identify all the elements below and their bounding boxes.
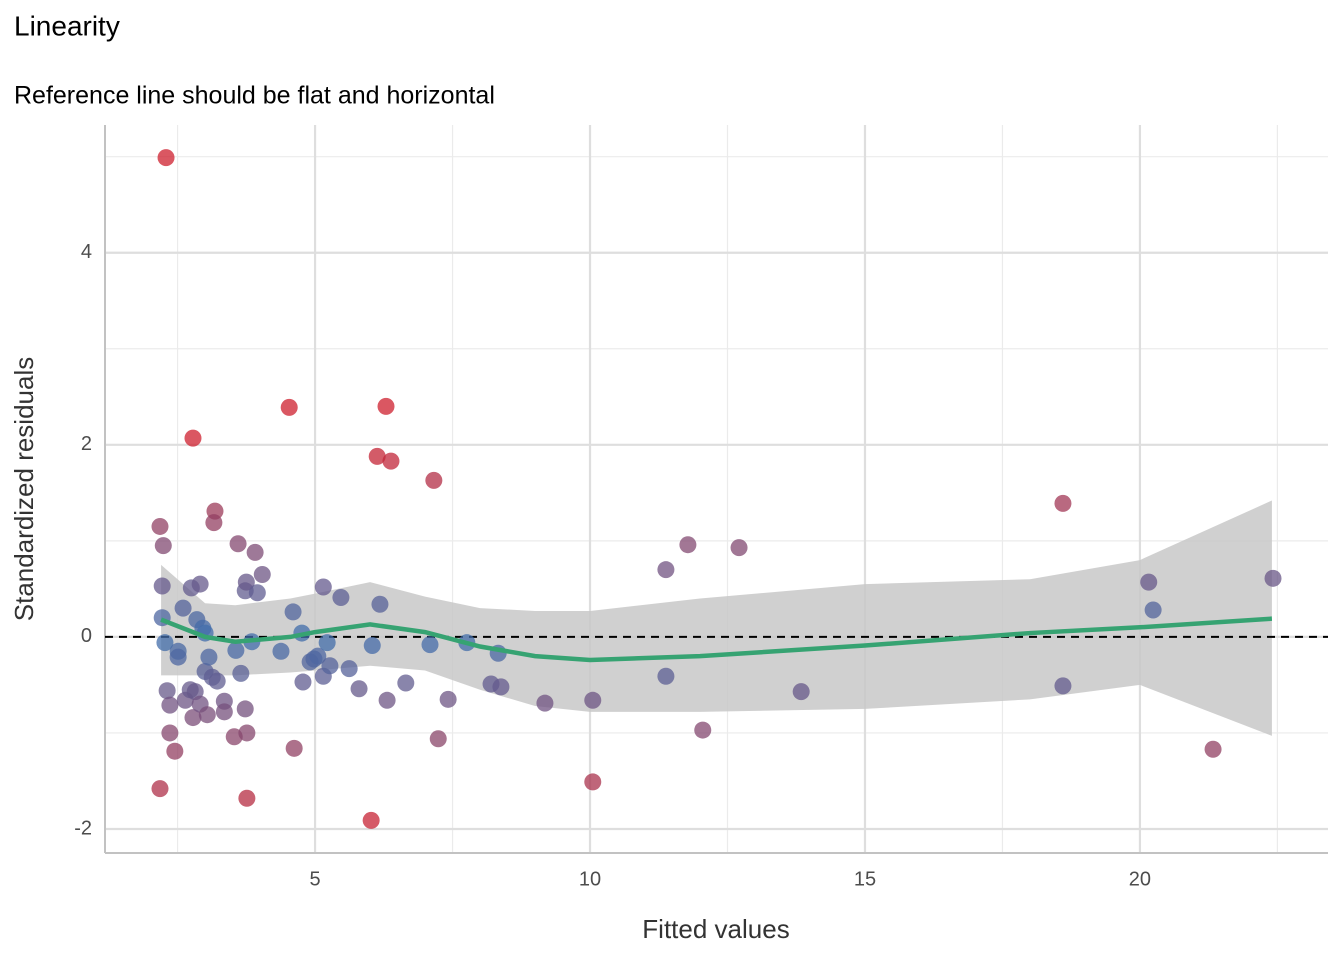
point	[246, 543, 264, 561]
point	[318, 634, 336, 652]
point	[229, 535, 247, 553]
point	[1144, 601, 1162, 619]
point	[154, 537, 172, 555]
point	[253, 565, 271, 583]
point	[425, 471, 443, 489]
point	[184, 429, 202, 447]
point	[157, 149, 175, 167]
y-axis-title: Standardized residuals	[9, 357, 39, 622]
smooth-line	[160, 616, 1273, 663]
point	[238, 724, 256, 742]
point	[314, 578, 332, 596]
point	[439, 690, 457, 708]
y-tick-label: 0	[81, 625, 92, 647]
point	[368, 447, 386, 465]
point	[584, 773, 602, 791]
point	[429, 730, 447, 748]
x-tick-label: 10	[579, 868, 601, 890]
y-tick-label: 4	[81, 241, 92, 263]
chart-subtitle: Reference line should be flat and horizo…	[14, 82, 495, 110]
point	[694, 721, 712, 739]
point	[421, 636, 439, 654]
point	[294, 673, 312, 691]
point	[382, 452, 400, 470]
point	[371, 595, 389, 613]
point	[198, 706, 216, 724]
point	[309, 647, 327, 665]
point	[397, 674, 415, 692]
x-tick-label: 5	[310, 868, 321, 890]
point	[156, 634, 174, 652]
point	[1054, 494, 1072, 512]
point	[153, 577, 171, 595]
point	[378, 691, 396, 709]
point	[205, 514, 223, 532]
point	[236, 700, 254, 718]
y-tick-label: 2	[81, 433, 92, 455]
point	[332, 589, 350, 607]
point	[184, 709, 202, 727]
point	[362, 811, 380, 829]
point	[158, 682, 176, 700]
point	[536, 694, 554, 712]
point	[285, 739, 303, 757]
point	[1264, 569, 1282, 587]
point	[227, 641, 245, 659]
x-tick-label: 15	[854, 868, 876, 890]
y-tick-label: -2	[74, 817, 92, 839]
point	[1204, 740, 1222, 758]
point	[232, 664, 250, 682]
point	[161, 724, 179, 742]
point	[679, 536, 697, 554]
point	[1054, 677, 1072, 695]
point	[340, 660, 358, 678]
point	[272, 642, 290, 660]
point	[215, 703, 233, 721]
point	[174, 599, 192, 617]
point	[166, 742, 184, 760]
point	[584, 691, 602, 709]
point	[238, 789, 256, 807]
point	[657, 667, 675, 685]
point	[284, 603, 302, 621]
point	[200, 648, 218, 666]
point	[1140, 573, 1158, 591]
point	[280, 398, 298, 416]
point	[492, 678, 510, 696]
point	[237, 573, 255, 591]
confidence-band	[161, 500, 1272, 736]
chart-title: Linearity	[14, 10, 120, 41]
point	[363, 637, 381, 655]
x-axis-title: Fitted values	[642, 914, 789, 944]
point	[350, 680, 368, 698]
point	[657, 561, 675, 579]
point	[208, 672, 226, 690]
point	[248, 584, 266, 602]
point	[792, 683, 810, 701]
point	[730, 539, 748, 557]
point	[161, 696, 179, 714]
point	[377, 397, 395, 415]
x-tick-label: 20	[1129, 868, 1151, 890]
point	[151, 517, 169, 535]
point	[191, 575, 209, 593]
point	[151, 780, 169, 798]
point	[169, 648, 187, 666]
point	[321, 657, 339, 675]
